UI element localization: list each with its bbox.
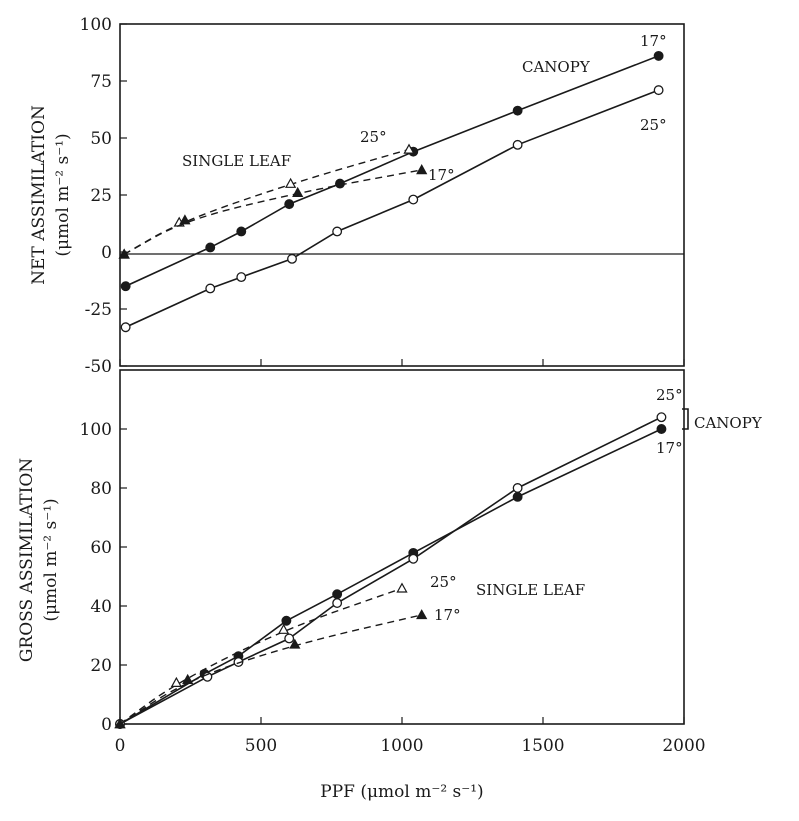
- p0-ytick-label-4: 50: [90, 129, 112, 149]
- p0-series-single-leaf-3-line: [123, 169, 422, 255]
- p0-series-2-point-3: [403, 143, 415, 154]
- p1-series-single-leaf-3-line: [119, 614, 422, 725]
- p0-series-3-point-1: [179, 214, 191, 225]
- p0-series-1-point-6: [512, 139, 523, 150]
- p0-ytick-label-1: -25: [85, 300, 112, 320]
- top-annot-leaf-17: 17°: [428, 166, 455, 184]
- p1-ytick-label-2: 40: [90, 597, 112, 617]
- bottom-annot-canopy-17: 17°: [656, 439, 683, 457]
- bottom-annot-canopy-25: 25°: [656, 386, 683, 404]
- top-y-axis-units: (μmol m⁻² s⁻¹): [53, 133, 73, 256]
- p1-series-3-point-0: [114, 718, 126, 729]
- p1-series-1-point-5: [408, 553, 419, 564]
- p1-series-2-point-3: [396, 582, 408, 593]
- p0-series-3-point-0: [118, 248, 130, 259]
- p1-series-3-point-3: [416, 609, 428, 620]
- p1-xtick-label-0: 0: [115, 736, 126, 756]
- p1-xtick-label-2: 1000: [380, 736, 423, 756]
- p1-series-single-leaf-2-line: [119, 587, 403, 725]
- top-annot-single-leaf: SINGLE LEAF: [182, 152, 291, 170]
- top-annot-canopy-17: 17°: [640, 32, 667, 50]
- p1-xtick-label-4: 2000: [662, 736, 705, 756]
- p1-series-0-point-6: [512, 491, 523, 502]
- p0-series-1-point-1: [205, 283, 216, 294]
- p1-series-canopy-0-line: [119, 428, 662, 725]
- p1-xtick-label-3: 1500: [521, 736, 564, 756]
- p0-series-3-point-2: [292, 186, 304, 197]
- p1-series-0-point-4: [332, 589, 343, 600]
- p0-series-0-point-6: [512, 105, 523, 116]
- p1-series-1-point-7: [656, 412, 667, 423]
- p0-series-1-point-0: [120, 322, 131, 333]
- top-panel-frame: [119, 23, 685, 367]
- top-annot-canopy: CANOPY: [522, 58, 591, 76]
- p0-series-0-point-0: [120, 281, 131, 292]
- p0-series-0-point-2: [236, 226, 247, 237]
- p1-ytick-label-5: 100: [80, 420, 112, 440]
- top-annot-leaf-25: 25°: [360, 128, 387, 146]
- p0-series-3-point-3: [416, 164, 428, 175]
- p0-ytick-label-3: 25: [90, 186, 112, 206]
- p1-series-0-point-3: [281, 615, 292, 626]
- bottom-annot-leaf-17: 17°: [434, 606, 461, 624]
- p0-series-canopy-1-line: [125, 89, 659, 328]
- p0-series-0-point-1: [205, 242, 216, 253]
- canopy-bracket: [682, 408, 689, 430]
- bottom-annot-canopy: CANOPY: [694, 414, 763, 432]
- bottom-y-axis-title: GROSS ASSIMILATION: [17, 458, 37, 662]
- p0-series-0-point-4: [335, 178, 345, 189]
- p0-series-0-point-7: [653, 50, 664, 61]
- p0-series-canopy-0-line: [125, 55, 659, 287]
- p0-ytick-label-2: 0: [101, 243, 112, 263]
- p1-ytick-label-4: 80: [90, 479, 112, 499]
- p0-series-1-point-3: [287, 253, 297, 264]
- p1-xtick-label-1: 500: [245, 736, 277, 756]
- p1-series-1-point-3: [284, 633, 295, 644]
- p0-series-1-point-5: [408, 194, 419, 205]
- p1-series-3-point-2: [289, 638, 301, 649]
- p1-series-3-point-1: [182, 673, 194, 685]
- p1-ytick-label-1: 20: [90, 656, 112, 676]
- top-annot-canopy-25: 25°: [640, 116, 667, 134]
- p1-ytick-label-3: 60: [90, 538, 112, 558]
- bottom-annot-single-leaf: SINGLE LEAF: [476, 581, 585, 599]
- p0-series-0-point-3: [284, 199, 295, 210]
- p1-ytick-label-0: 0: [101, 715, 112, 735]
- p0-ytick-label-6: 100: [80, 15, 112, 35]
- p0-series-2-point-2: [284, 177, 297, 188]
- p0-series-1-point-2: [236, 272, 247, 283]
- p0-series-1-point-4: [332, 226, 343, 237]
- p1-series-1-point-6: [512, 483, 523, 493]
- bottom-y-axis-units: (μmol m⁻² s⁻¹): [41, 498, 61, 621]
- p1-series-0-point-7: [656, 424, 667, 434]
- p1-series-2-point-2: [277, 623, 290, 634]
- top-y-axis-title: NET ASSIMILATION: [29, 105, 49, 285]
- p0-series-1-point-7: [653, 85, 664, 96]
- series-layer: [114, 50, 667, 729]
- bottom-annot-leaf-25: 25°: [430, 573, 457, 591]
- p0-ytick-label-0: -50: [85, 357, 112, 377]
- x-axis-title: PPF (μmol m⁻² s⁻¹): [320, 782, 483, 802]
- p0-ytick-label-5: 75: [90, 72, 112, 92]
- p1-series-2-point-1: [170, 676, 183, 688]
- p1-series-canopy-1-line: [119, 416, 662, 725]
- p1-series-1-point-4: [332, 598, 343, 609]
